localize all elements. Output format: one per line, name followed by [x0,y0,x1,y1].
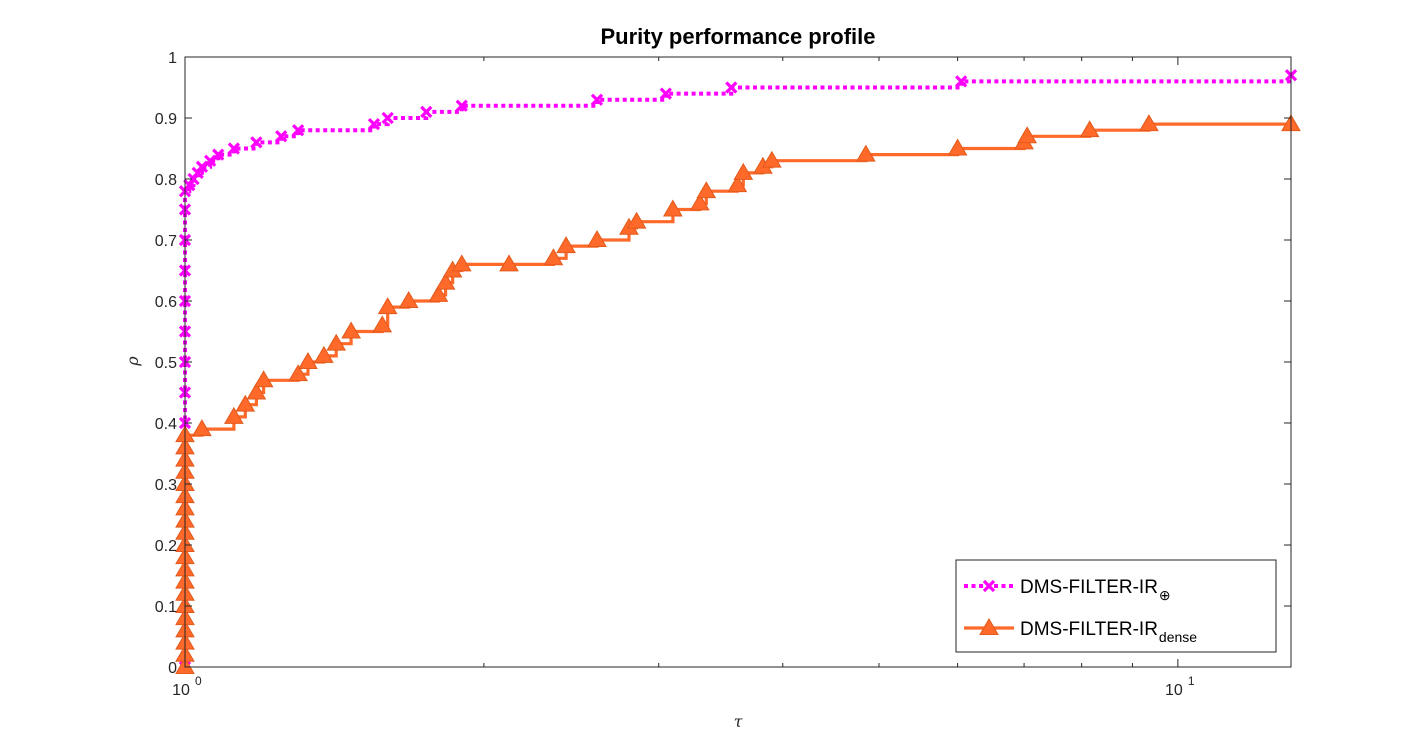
series-1-point [451,254,472,272]
x-tick-exponent: 0 [195,674,202,688]
series-0-point [590,93,604,106]
series-0-point [420,105,433,119]
x-axis-label: τ [734,712,744,731]
series-1-point [314,345,334,363]
series-0-point [212,148,225,161]
series-1-point [192,419,212,437]
series-1-point [372,315,393,333]
legend-swatch-marker [982,579,996,593]
series-1-point [326,333,347,351]
y-tick-label: 0.3 [155,477,177,494]
legend: DMS-FILTER-IR ⊕DMS-FILTER-IR dense [955,559,1277,653]
series-1-point [733,162,754,180]
legend-label: DMS-FILTER-IR [1020,577,1158,598]
series-0-point [955,75,968,88]
legend-swatch-marker [979,618,999,635]
x-tick-exponent: 1 [1188,674,1195,688]
y-tick-label: 0.4 [155,416,177,433]
y-tick-label: 0.5 [155,355,177,372]
series-1-point [253,370,274,388]
series-1-point [235,394,256,412]
legend-entry-0: DMS-FILTER-IR ⊕ [964,577,1171,603]
y-tick-label: 0.7 [155,233,177,250]
series-0-point [725,81,738,94]
series-1-point [556,236,576,254]
legend-entry-1: DMS-FILTER-IR dense [964,618,1197,645]
series-0-point [275,130,288,143]
series-1-point [662,199,683,217]
series-1-point [626,211,647,229]
y-tick-label: 0 [168,660,177,677]
series-0-point [381,111,394,125]
series-1-point [288,364,309,382]
chart-title: Purity performance profile [600,24,875,49]
series-1-point [689,193,710,211]
plot-area: 0 0.1 0.2 0.3 0.4 0.5 0.6 0.7 0.8 0.9 1 10 0 10 1 [155,50,1301,699]
series-1-point [223,406,244,424]
y-tick-label: 1 [168,50,177,67]
series-1-point [1079,120,1100,138]
series-0-point [227,142,240,155]
x-tick-label: 10 [1165,682,1183,699]
series-1-point [435,272,456,290]
series-1-point [727,175,748,193]
series-1-point [377,297,398,315]
series-0-point [455,99,468,112]
series-0-point [659,87,672,100]
series-1-point [855,144,876,162]
legend-label-subscript: ⊕ [1159,587,1171,603]
series-0-point [367,117,381,131]
series-1-point [761,150,782,168]
legend-box [955,559,1277,653]
series-0-point [291,124,305,137]
series-1-point [398,291,419,308]
series-1-point [428,284,449,302]
series-0-point [250,136,263,149]
y-tick-label: 0.1 [155,599,177,616]
series-1-point [298,352,318,369]
series-1-point [1139,114,1159,132]
series-1-point [543,248,564,266]
x-tick-label: 10 [172,682,190,699]
series-1-point [499,254,519,272]
y-axis-label: ρ [123,356,142,367]
series-1-point [246,382,267,400]
series-1-point [696,181,717,199]
legend-label: DMS-FILTER-IR [1020,619,1158,640]
series-1-point [341,321,361,339]
y-tick-label: 0.2 [155,538,177,555]
y-tick-label: 0.8 [155,172,177,189]
legend-label-subscript: dense [1159,629,1197,645]
series-1-point [1017,126,1038,144]
y-tick-label: 0.9 [155,111,177,128]
series-1-point [587,230,607,247]
y-tick-label: 0.6 [155,294,177,311]
series-1-point [947,138,968,156]
